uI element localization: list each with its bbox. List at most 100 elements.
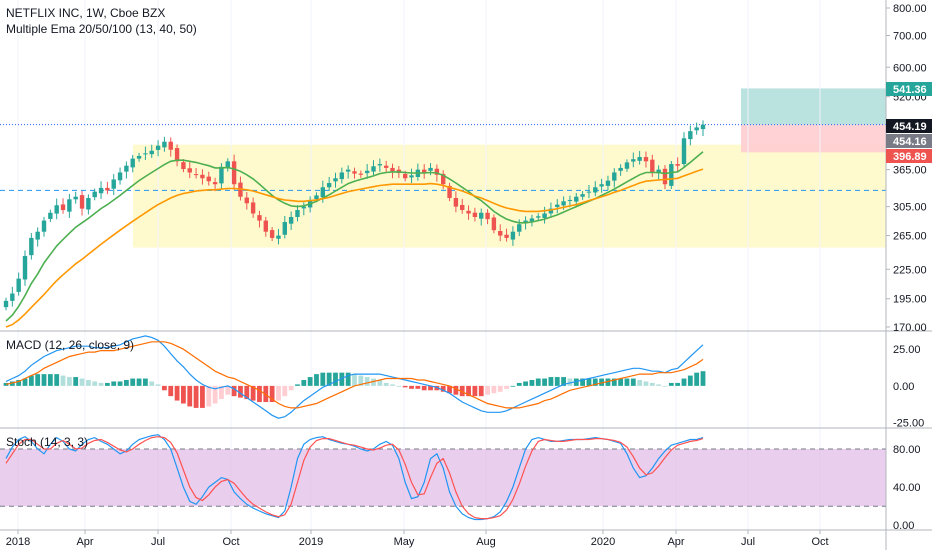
candle-body	[301, 206, 307, 209]
candle-body	[67, 199, 72, 212]
candle-body	[586, 191, 592, 193]
candle-body	[79, 195, 85, 209]
macd-histogram-bar	[668, 382, 674, 386]
macd-histogram-bar	[675, 382, 681, 386]
candle-body	[54, 205, 59, 214]
candle-body	[479, 212, 484, 219]
candle-body	[10, 293, 15, 301]
macd-histogram-bar	[117, 381, 123, 386]
candle-body	[117, 172, 123, 181]
macd-histogram-bar	[250, 385, 256, 401]
candle-body	[447, 185, 452, 199]
candle-body	[257, 215, 262, 221]
candle-body	[612, 172, 617, 181]
candle-body	[314, 195, 319, 200]
macd-histogram-bar	[554, 377, 560, 386]
macd-histogram-bar	[238, 385, 243, 398]
current-price-tag	[886, 119, 932, 133]
candle-body	[111, 179, 116, 189]
macd-histogram-bar	[162, 385, 167, 391]
candle-body	[688, 131, 693, 140]
candle-body	[174, 148, 180, 162]
time-tick-label: 2020	[591, 536, 615, 548]
macd-histogram-bar	[599, 378, 605, 386]
candle-body	[409, 175, 414, 178]
candle-body	[73, 196, 78, 200]
candle-body	[402, 173, 408, 179]
price-tick-label: 195.00	[893, 294, 927, 306]
macd-histogram-bar	[561, 377, 566, 386]
candle-body	[276, 235, 281, 239]
macd-histogram-bar	[662, 385, 668, 387]
macd-histogram-bar	[314, 374, 319, 386]
macd-histogram-bar	[580, 378, 586, 386]
macd-histogram-bar	[377, 380, 383, 386]
macd-histogram-bar	[174, 385, 180, 401]
macd-histogram-bar	[371, 378, 376, 386]
candle-body	[162, 141, 167, 148]
macd-histogram-bar	[104, 382, 110, 386]
stoch-tick-label: 80.00	[893, 444, 921, 456]
macd-histogram-bar	[352, 374, 357, 386]
macd-histogram-bar	[295, 384, 300, 386]
candle-body	[498, 231, 503, 236]
candle-body	[124, 165, 129, 172]
macd-histogram-bar	[200, 385, 205, 408]
macd-histogram-bar	[339, 372, 345, 386]
candle-body	[605, 180, 611, 186]
candle-body	[460, 204, 465, 211]
ema-indicator-label: Multiple Ema 20/50/100 (13, 40, 50)	[6, 22, 197, 36]
candle-body	[143, 153, 148, 155]
price-tick-label: 265.00	[893, 231, 927, 243]
stop-price-tag	[886, 149, 932, 163]
stoch-tick-label: 40.00	[893, 482, 921, 494]
macd-histogram-bar	[434, 385, 440, 391]
stoch-tick-label: 0.00	[893, 520, 914, 532]
macd-histogram-bar	[219, 385, 224, 400]
candle-body	[517, 224, 522, 232]
macd-histogram-bar	[149, 381, 155, 386]
candle-body	[631, 159, 636, 162]
macd-histogram-bar	[143, 378, 148, 386]
candle-body	[333, 178, 338, 182]
candle-body	[656, 169, 661, 174]
candle-body	[561, 201, 566, 206]
macd-histogram-bar	[345, 372, 351, 386]
macd-histogram-bar	[700, 371, 706, 386]
candle-body	[453, 198, 459, 207]
macd-histogram-bar	[497, 385, 503, 392]
macd-histogram-bar	[586, 378, 592, 386]
stoch-pane[interactable]	[0, 434, 886, 521]
target-price-tag	[886, 82, 932, 96]
macd-histogram-bar	[637, 380, 643, 386]
candle-body	[472, 212, 478, 217]
candle-body	[536, 216, 541, 218]
macd-histogram-bar	[390, 384, 395, 386]
price-pane[interactable]	[0, 120, 886, 328]
candle-body	[618, 167, 623, 171]
candle-body	[675, 164, 680, 166]
price-tick-label: 170.00	[893, 322, 927, 334]
ema-fast-line	[5, 151, 704, 322]
macd-histogram-bar	[111, 381, 117, 386]
candle-body	[212, 182, 218, 185]
candle-body	[345, 169, 351, 172]
candle-body	[136, 155, 142, 159]
macd-histogram-bar	[307, 377, 313, 386]
time-tick-label: Oct	[811, 536, 828, 548]
candle-body	[269, 230, 275, 238]
macd-histogram-bar	[504, 385, 509, 389]
time-tick-label: Aug	[476, 536, 496, 548]
ema-slow-line	[5, 168, 704, 328]
macd-pane[interactable]	[3, 335, 706, 419]
candle-body	[491, 217, 497, 231]
macd-histogram-bar	[529, 380, 535, 386]
candle-body	[650, 159, 655, 173]
candle-body	[60, 204, 66, 211]
macd-histogram-bar	[123, 380, 129, 386]
macd-histogram-bar	[409, 385, 414, 389]
price-tick-label: 700.00	[893, 31, 927, 43]
candle-body	[434, 168, 440, 175]
candle-body	[193, 174, 199, 176]
